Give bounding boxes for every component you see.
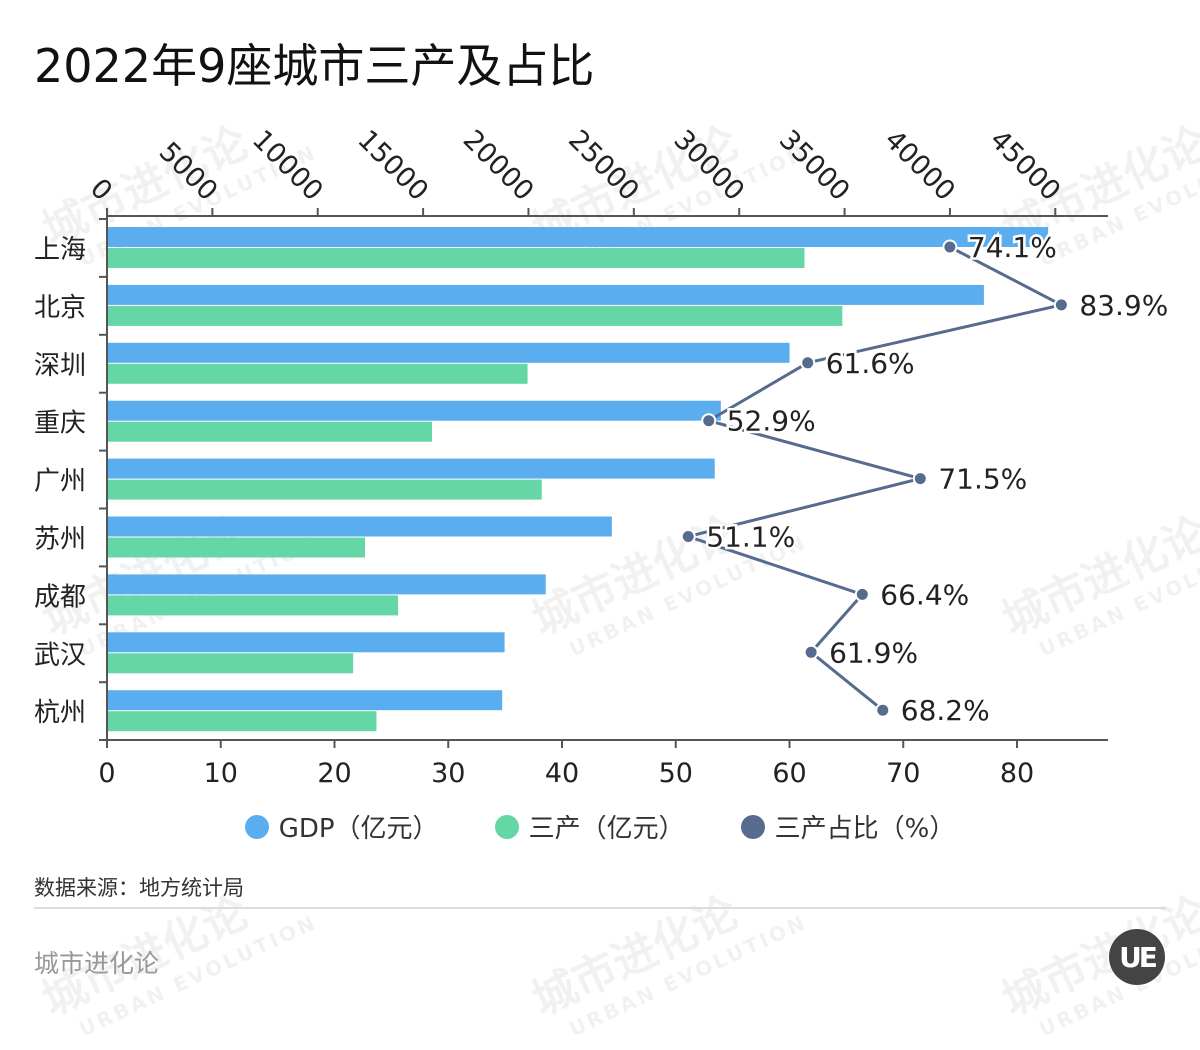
tertiary-bar — [108, 305, 843, 326]
share-point — [1053, 297, 1069, 313]
category-label: 苏州 — [34, 525, 86, 555]
category-label: 北京 — [34, 293, 86, 323]
legend-share-label: 三产占比（%） — [774, 814, 956, 844]
divider — [34, 907, 1166, 909]
tertiary-bar — [108, 363, 528, 384]
bottom-axis-tick-label: 40 — [545, 758, 579, 789]
share-data-label: 83.9% — [1079, 289, 1168, 322]
category-label: 武汉 — [34, 640, 86, 670]
bottom-axis-tick-label: 30 — [431, 758, 465, 789]
share-data-label: 74.1% — [968, 231, 1057, 264]
gdp-bar — [108, 400, 721, 421]
top-axis-tick-label: 40000 — [878, 124, 961, 207]
top-axis-tick-label: 15000 — [351, 124, 434, 207]
share-point — [680, 529, 696, 544]
top-axis-tick-label: 25000 — [562, 124, 645, 207]
share-data-label: 66.4% — [880, 578, 969, 611]
tertiary-bar — [108, 537, 366, 558]
top-axis-tick-label: 45000 — [984, 124, 1067, 207]
tertiary-bar — [108, 653, 354, 674]
top-axis-tick-label: 0 — [84, 173, 118, 207]
legend-item-tertiary[interactable]: 三产（亿元） — [494, 808, 685, 845]
legend-item-share[interactable]: 三产占比（%） — [740, 808, 956, 845]
gdp-bar — [108, 342, 790, 363]
share-point — [803, 644, 819, 660]
bottom-axis-tick-label: 60 — [772, 758, 806, 789]
category-label: 深圳 — [34, 351, 86, 381]
gdp-bar — [108, 690, 503, 711]
top-axis-tick-label: 35000 — [773, 124, 856, 207]
gdp-bar — [108, 284, 984, 305]
tertiary-bar — [108, 711, 377, 732]
bottom-axis-tick-label: 10 — [204, 758, 238, 789]
top-axis-tick-label: 30000 — [668, 124, 751, 207]
share-data-label: 61.9% — [829, 636, 918, 669]
tertiary-bar — [108, 595, 399, 616]
share-data-label: 61.6% — [826, 347, 915, 380]
gdp-bar — [108, 632, 505, 653]
bottom-axis-tick-label: 50 — [659, 758, 693, 789]
share-data-label: 51.1% — [706, 521, 795, 554]
tertiary-bar — [108, 248, 805, 268]
category-label: 上海 — [34, 235, 86, 265]
bottom-axis-tick-label: 20 — [317, 758, 351, 789]
bottom-axis-tick-label: 80 — [1000, 758, 1034, 789]
share-data-label: 71.5% — [938, 463, 1027, 496]
share-data-label: 52.9% — [727, 405, 816, 438]
chart-title: 2022年9座城市三产及占比 — [34, 39, 595, 93]
share-point — [942, 239, 958, 255]
share-point — [912, 471, 928, 487]
chart-canvas: 0 5000 10000 15000 20000 25000 30000 35000 40000… — [34, 124, 1169, 789]
share-point — [800, 355, 816, 371]
share-data-label: 68.2% — [901, 694, 990, 727]
legend-gdp-icon — [244, 814, 269, 839]
category-label: 广州 — [34, 467, 86, 497]
gdp-bar — [108, 516, 612, 537]
category-label: 成都 — [34, 582, 86, 612]
tertiary-bar — [108, 479, 542, 500]
gdp-bar — [108, 227, 1049, 247]
share-point — [875, 702, 891, 718]
gdp-bar — [108, 574, 546, 595]
legend-gdp-label: GDP（亿元） — [278, 814, 439, 844]
brand-logo: UE — [1109, 929, 1165, 985]
gdp-bar — [108, 458, 715, 479]
legend: GDP（亿元） 三产（亿元） 三产占比（%） — [0, 808, 1200, 845]
bottom-axis-tick-label: 70 — [886, 758, 920, 789]
tertiary-bar — [108, 421, 433, 442]
legend-item-gdp[interactable]: GDP（亿元） — [244, 808, 439, 845]
category-label: 重庆 — [34, 409, 86, 439]
data-source: 数据来源：地方统计局 — [34, 876, 244, 900]
brand-name: 城市进化论 — [34, 949, 160, 978]
legend-tertiary-label: 三产（亿元） — [528, 814, 685, 844]
share-point — [854, 586, 870, 602]
share-point — [701, 413, 717, 429]
top-axis-tick-label: 20000 — [457, 124, 540, 207]
category-label: 杭州 — [34, 698, 86, 728]
legend-share-icon — [740, 814, 765, 839]
top-axis-tick-label: 5000 — [153, 136, 224, 207]
top-axis-tick-label: 10000 — [246, 124, 329, 207]
bottom-axis-tick-label: 0 — [98, 758, 115, 789]
legend-tertiary-icon — [494, 814, 519, 839]
